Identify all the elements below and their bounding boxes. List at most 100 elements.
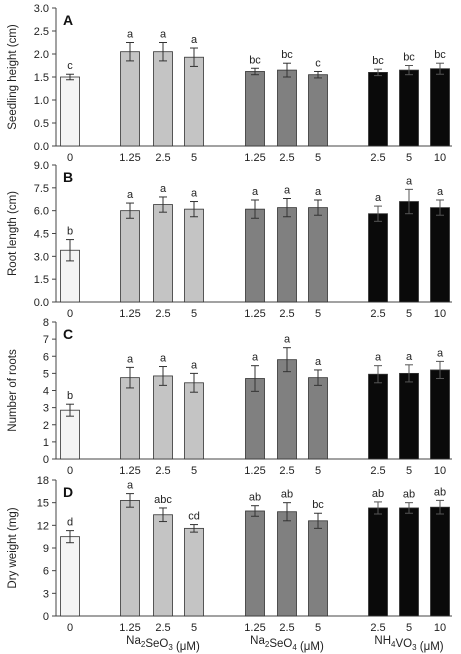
error-bar	[66, 530, 74, 544]
y-tick-label: 5	[43, 368, 49, 380]
bar	[399, 201, 419, 303]
bar	[308, 377, 328, 460]
significance-letter: cd	[188, 511, 200, 523]
bar	[245, 208, 265, 303]
significance-letter: a	[252, 352, 259, 364]
significance-letter: a	[127, 29, 134, 41]
error-bar	[283, 502, 291, 522]
significance-letter: a	[315, 186, 322, 198]
significance-letter: a	[160, 29, 167, 41]
x-tick-label: 2.5	[155, 152, 170, 164]
bar	[277, 69, 297, 147]
x-tick-label: 1.25	[244, 152, 265, 164]
y-tick-label: 6	[43, 566, 49, 578]
error-bar	[405, 65, 413, 76]
error-bar	[436, 360, 444, 380]
significance-letter: bc	[372, 55, 384, 67]
y-tick-label: 6	[43, 351, 49, 363]
group-label: NH4VO3 (μM)	[374, 635, 443, 653]
x-tick-label: 2.5	[370, 622, 385, 634]
x-tick-label: 1.25	[119, 308, 140, 320]
bar	[430, 369, 450, 460]
bar	[368, 213, 388, 303]
y-tick-label: 0.0	[34, 297, 49, 309]
error-bar	[374, 205, 382, 222]
x-tick-label: 0	[67, 465, 73, 477]
bar	[308, 207, 328, 303]
y-axis-label: Root length (cm)	[7, 191, 19, 276]
y-tick-label: 1.5	[34, 72, 49, 84]
bar	[277, 359, 297, 460]
x-tick-label: 1.25	[119, 465, 140, 477]
x-tick-label: 5	[315, 622, 321, 634]
x-tick-label: 2.5	[370, 308, 385, 320]
y-tick-label: 7	[43, 334, 49, 346]
significance-letter: c	[67, 60, 73, 72]
significance-letter: a	[191, 34, 198, 46]
x-tick-label: 0	[67, 622, 73, 634]
y-tick-label: 2	[43, 420, 49, 432]
y-tick-label: 0.0	[34, 141, 49, 153]
error-bar	[190, 201, 198, 218]
group-label: Na2SeO4 (μM)	[250, 635, 324, 653]
x-tick-label: 2.5	[279, 465, 294, 477]
x-tick-label: 5	[191, 152, 197, 164]
bar	[184, 527, 204, 617]
panel-b: 0.0 1.5 3.0 4.5 6.0 7.5 9.0 Root length (cm) Bb 0…	[7, 160, 452, 320]
bar	[368, 507, 388, 617]
y-tick-label: 0	[43, 454, 49, 466]
x-tick-label: 1.25	[119, 152, 140, 164]
significance-letter: a	[160, 183, 167, 195]
y-axis-label: Number of roots	[7, 349, 19, 432]
y-tick-label: 2.5	[34, 26, 49, 38]
bar	[277, 511, 297, 617]
error-bar	[66, 239, 74, 262]
y-tick-label: 8	[43, 317, 49, 329]
bar	[245, 510, 265, 617]
y-tick-label: 1	[43, 437, 49, 449]
error-bar	[314, 199, 322, 216]
bar	[153, 51, 173, 147]
bar	[60, 536, 80, 617]
significance-letter: b	[67, 226, 73, 238]
bar	[153, 514, 173, 617]
x-tick-label: 5	[406, 465, 412, 477]
bar	[60, 409, 80, 460]
bar	[184, 56, 204, 147]
y-tick-label: 6.0	[34, 206, 49, 218]
error-bar	[374, 365, 382, 384]
error-bar	[283, 62, 291, 78]
error-bar	[126, 202, 134, 219]
x-tick-label: 2.5	[155, 622, 170, 634]
significance-letter: bc	[312, 499, 324, 511]
bar	[430, 207, 450, 303]
y-tick-label: 3	[43, 403, 49, 415]
panel-c: 0 1 2 3 4 5 6 7 8 Number of roots Cb 0 a 1.25 a 2.5 a 5 a 1…	[7, 317, 452, 477]
error-bar	[251, 365, 259, 392]
y-tick-label: 4.5	[34, 229, 49, 241]
error-bar	[436, 62, 444, 75]
bar	[399, 372, 419, 460]
error-bar	[126, 42, 134, 62]
x-tick-label: 2.5	[370, 152, 385, 164]
panel-label: A	[63, 12, 73, 28]
significance-letter: a	[191, 188, 198, 200]
bar	[308, 74, 328, 147]
bar	[184, 382, 204, 460]
y-tick-label: 0.5	[34, 118, 49, 130]
bar	[368, 373, 388, 460]
error-bar	[436, 499, 444, 515]
x-tick-label: 10	[434, 465, 446, 477]
panel-a: 0.0 0.5 1.0 1.5 2.0 2.5 3.0 Seedling height (cm…	[7, 3, 452, 164]
y-tick-label: 3	[43, 588, 49, 600]
significance-letter: a	[252, 186, 259, 198]
significance-letter: abc	[154, 494, 172, 506]
x-tick-label: 10	[434, 308, 446, 320]
x-tick-label: 2.5	[370, 465, 385, 477]
x-tick-label: 2.5	[279, 152, 294, 164]
bar	[399, 507, 419, 617]
bar	[120, 377, 140, 460]
x-tick-label: 1.25	[244, 465, 265, 477]
significance-letter: c	[315, 57, 321, 69]
